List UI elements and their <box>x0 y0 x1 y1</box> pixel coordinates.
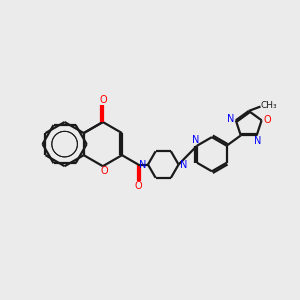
Text: N: N <box>254 136 262 146</box>
Text: O: O <box>264 115 271 125</box>
Text: O: O <box>100 167 108 176</box>
Text: O: O <box>134 182 142 191</box>
Text: N: N <box>227 114 234 124</box>
Text: N: N <box>192 135 199 146</box>
Text: O: O <box>99 95 107 105</box>
Text: N: N <box>139 160 146 170</box>
Text: N: N <box>180 160 188 170</box>
Text: CH₃: CH₃ <box>260 101 277 110</box>
